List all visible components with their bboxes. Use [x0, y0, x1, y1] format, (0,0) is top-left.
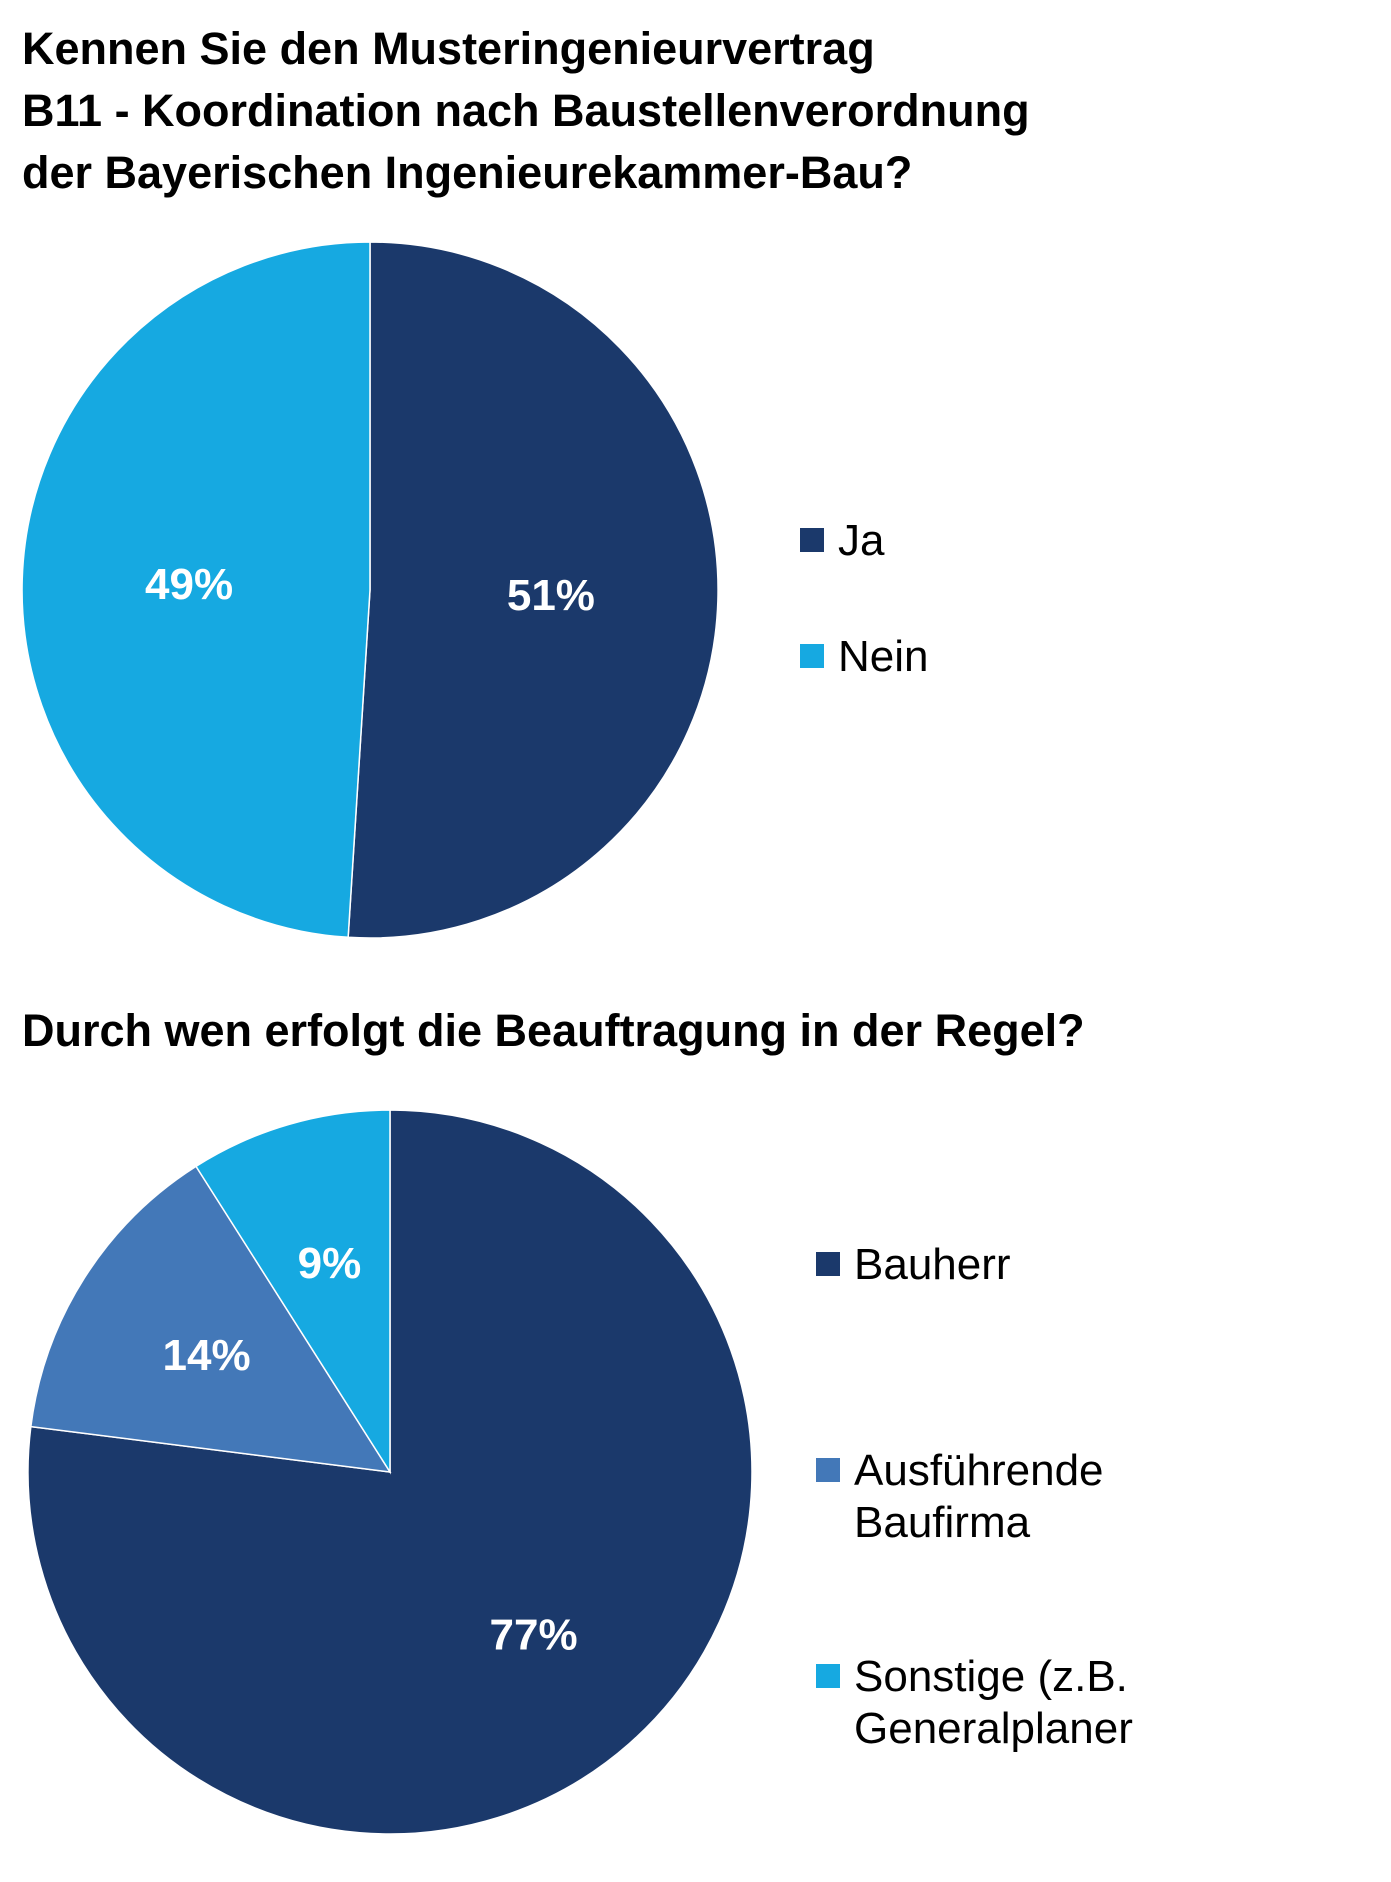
chart-2-slice-label-sonstige-z-b-generalplaner: 9%	[298, 1239, 362, 1288]
chart-1-slice-label-nein: 49%	[145, 560, 233, 609]
chart-1-legend-label-ja: Ja	[838, 516, 885, 565]
chart-1-legend-swatch-nein	[800, 644, 824, 668]
chart-2-slice-bauherr	[27, 1109, 753, 1835]
chart-2-legend-swatch-ausfuehrende-baufirma	[816, 1458, 840, 1482]
chart-2-legend-label-bauherr: Bauherr	[854, 1240, 1011, 1289]
chart-1-slice-ja	[347, 241, 719, 939]
chart-1-legend-swatch-ja	[800, 528, 824, 552]
chart-2-slice-sonstige-z-b-generalplaner	[194, 1109, 391, 1475]
chart-2-title: Durch wen erfolgt die Beauftragung in de…	[22, 1005, 1085, 1056]
chart-2-legend-swatch-bauherr	[816, 1252, 840, 1276]
chart-1-title: Kennen Sie den Musteringenieurvertrag B1…	[22, 23, 1030, 198]
chart-2-legend-swatch-sonstige-z-b-generalplaner	[816, 1664, 840, 1688]
chart-2-legend-label-ausfuehrende-baufirma: Ausführende Baufirma	[854, 1446, 1104, 1547]
chart-2-slice-ausfuehrende-baufirma	[30, 1165, 392, 1473]
chart-2-slice-label-bauherr: 77%	[490, 1610, 578, 1659]
chart-2-slice-label-ausfuehrende-baufirma: 14%	[163, 1331, 251, 1380]
chart-1-slice-nein	[21, 241, 371, 939]
chart-2-legend-label-sonstige-z-b-generalplaner: Sonstige (z.B. Generalplaner	[854, 1652, 1133, 1753]
chart-1-slice-label-ja: 51%	[507, 571, 595, 620]
chart-1-legend-label-nein: Nein	[838, 632, 929, 681]
